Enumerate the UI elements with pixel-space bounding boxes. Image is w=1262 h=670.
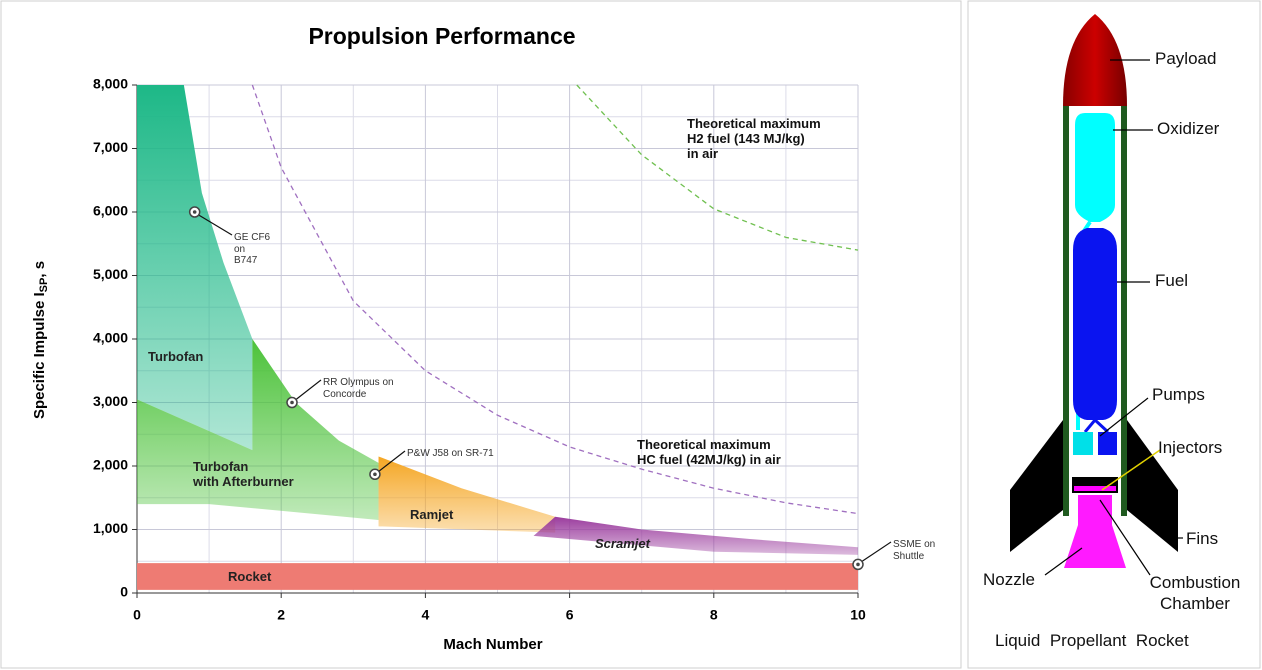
annotation-arrow [378, 450, 406, 472]
x-tick-label: 4 [422, 607, 430, 623]
region-label: Rocket [228, 569, 272, 584]
annotation-label: SSME on Shuttle [893, 539, 936, 562]
x-tick-label: 2 [277, 607, 285, 623]
annotation-label: GE CF6 on B747 [234, 232, 271, 266]
curve-label: Theoretical maximum HC fuel (42MJ/kg) in… [637, 437, 781, 467]
x-tick-label: 10 [850, 607, 866, 623]
annotation-label: RR Olympus on Concorde [323, 377, 394, 400]
x-tick-label: 0 [133, 607, 141, 623]
x-tick-label: 6 [566, 607, 574, 623]
diagram-label: Combustion Chamber [1149, 573, 1241, 614]
y-tick-label: 2,000 [93, 457, 128, 473]
diagram-label: Injectors [1158, 438, 1223, 457]
y-tick-label: 5,000 [93, 266, 128, 282]
annotation-arrow [295, 379, 322, 400]
y-axis-label: Specific Impulse ISP, s [31, 261, 50, 419]
chart-panel [0, 0, 962, 669]
diagram-label: Fins [1186, 529, 1219, 548]
diagram-label: Fuel [1155, 271, 1189, 290]
x-tick-label: 8 [710, 607, 718, 623]
y-tick-label: 0 [120, 584, 128, 600]
annotation-dot [373, 472, 377, 477]
diagram-label: Nozzle [983, 570, 1035, 589]
y-tick-label: 4,000 [93, 330, 128, 346]
diagram-panel [967, 0, 1261, 669]
region-label: Ramjet [410, 507, 454, 522]
body-wall [1121, 106, 1127, 516]
region-label: Scramjet [595, 536, 650, 551]
region [137, 339, 379, 520]
diagram-label: Oxidizer [1157, 119, 1220, 138]
y-label-text: Specific Impulse I [31, 292, 48, 419]
chart-title: Propulsion Performance [308, 23, 575, 49]
region-label: Turbofan [148, 349, 204, 364]
region [137, 563, 858, 590]
fin [1010, 420, 1063, 552]
annotation-dot [856, 562, 860, 567]
annotation-dot [192, 210, 197, 214]
y-tick-label: 6,000 [93, 203, 128, 219]
y-tick-label: 1,000 [93, 520, 128, 536]
leader-lines [1044, 59, 1183, 576]
fuel-pump [1098, 432, 1117, 455]
region [378, 456, 556, 533]
oxidizer-tank [1075, 113, 1115, 222]
diagram-label: Pumps [1152, 385, 1205, 404]
annotation-label: P&W J58 on SR-71 [407, 448, 494, 459]
region-label: Turbofan with Afterburner [193, 459, 294, 489]
nose-cone [1063, 14, 1127, 106]
rocket [1010, 14, 1183, 576]
x-axis-label: Mach Number [443, 636, 542, 653]
annotation-arrow [861, 541, 892, 562]
region [137, 85, 253, 451]
fin [1127, 420, 1178, 552]
annotation-dot [290, 400, 294, 405]
limit-curve [576, 84, 859, 251]
fuel-line [1083, 418, 1110, 434]
y-label-suffix: , s [31, 261, 48, 278]
y-tick-label: 8,000 [93, 76, 128, 92]
injector-leader [1101, 449, 1161, 491]
curve-label: Theoretical maximum H2 fuel (143 MJ/kg) … [687, 116, 821, 161]
limit-curve [251, 84, 859, 515]
region [533, 516, 858, 555]
injector [1074, 486, 1116, 491]
y-tick-label: 3,000 [93, 393, 128, 409]
diagram-caption: Liquid Propellant Rocket [995, 631, 1189, 650]
y-label-subscript: SP [38, 278, 50, 293]
body-wall [1063, 106, 1069, 516]
y-tick-label: 7,000 [93, 139, 128, 155]
oxidizer-pump [1073, 432, 1093, 455]
annotation-arrow [198, 214, 233, 236]
fuel-tank [1073, 228, 1117, 420]
diagram-label: Payload [1155, 49, 1217, 68]
